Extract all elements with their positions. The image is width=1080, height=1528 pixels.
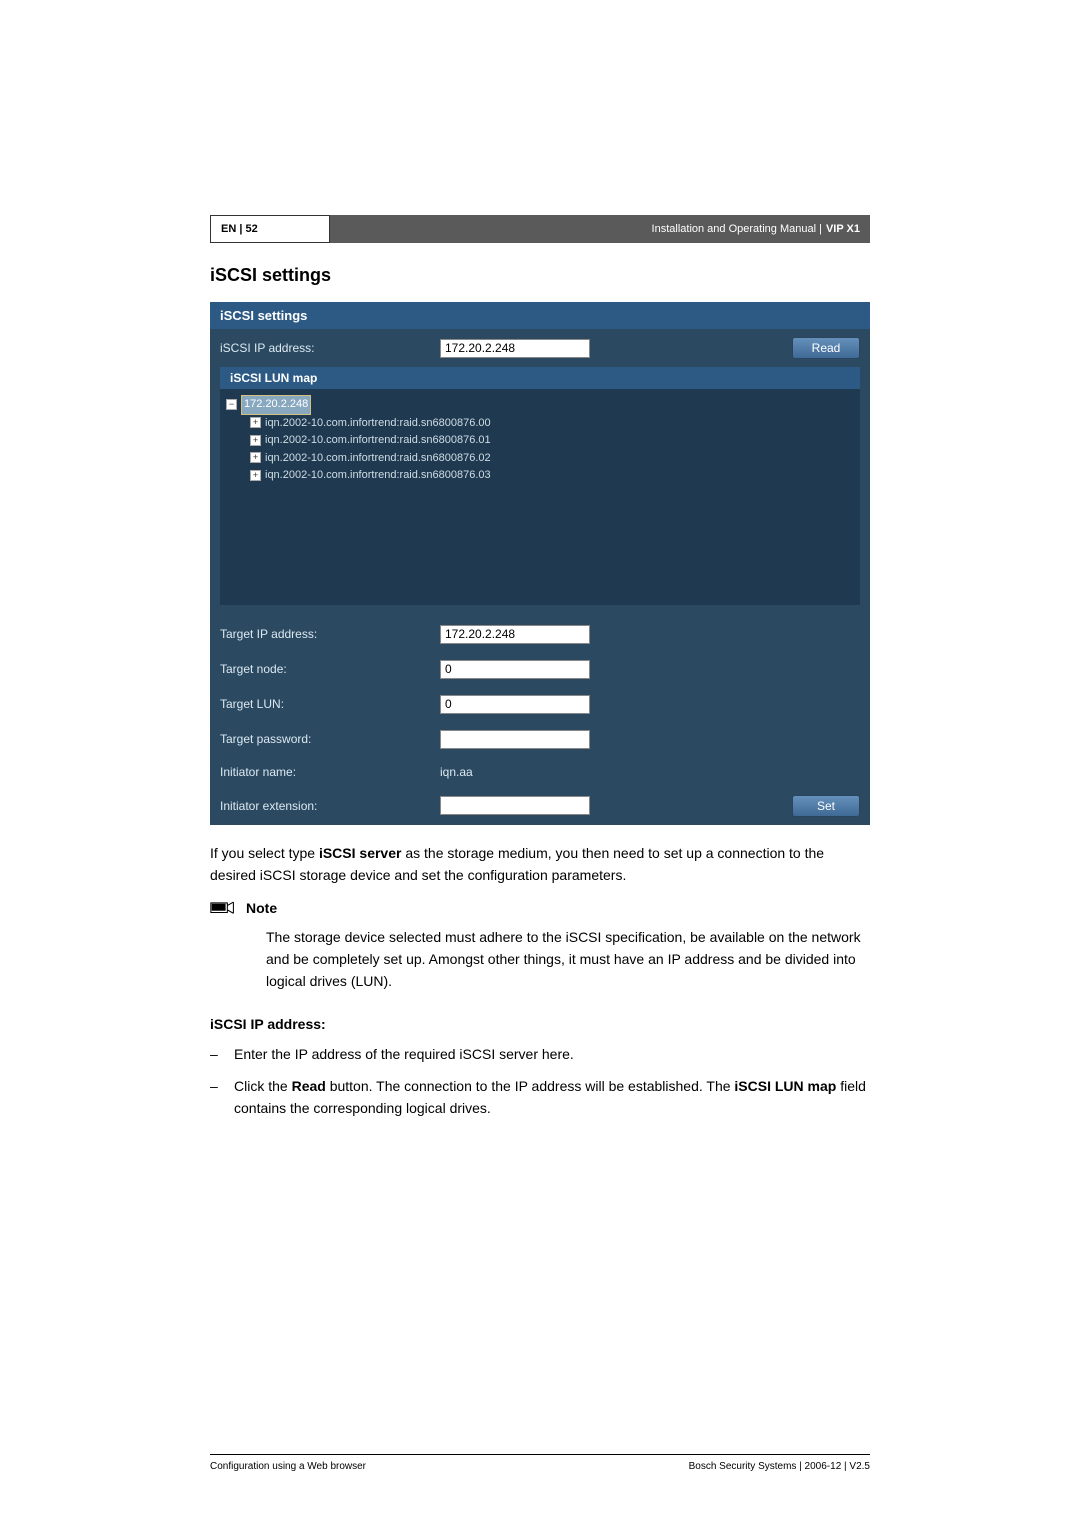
section-heading: iSCSI settings (210, 265, 870, 286)
page-footer: Configuration using a Web browser Bosch … (210, 1454, 870, 1472)
page-number: EN | 52 (210, 215, 330, 243)
tree-child-node[interactable]: + iqn.2002-10.com.infortrend:raid.sn68008… (226, 432, 854, 450)
initiator-name-label: Initiator name: (220, 765, 440, 779)
bullet-bold: iSCSI LUN map (734, 1078, 836, 1094)
target-password-label: Target password: (220, 732, 440, 746)
tree-child-node[interactable]: + iqn.2002-10.com.infortrend:raid.sn68008… (226, 467, 854, 485)
tree-child-node[interactable]: + iqn.2002-10.com.infortrend:raid.sn68008… (226, 415, 854, 433)
target-lun-label: Target LUN: (220, 697, 440, 711)
sub-heading: iSCSI IP address: (210, 1016, 870, 1032)
initiator-ext-row: Initiator extension: Set (210, 787, 870, 825)
tree-child-label: iqn.2002-10.com.infortrend:raid.sn680087… (265, 452, 491, 464)
target-password-input[interactable] (440, 730, 590, 749)
tree-root-label: 172.20.2.248 (241, 395, 311, 415)
read-button[interactable]: Read (792, 337, 860, 359)
bullet-span: button. The connection to the IP address… (326, 1078, 735, 1094)
iscsi-ip-row: iSCSI IP address: Read (210, 329, 870, 367)
target-node-label: Target node: (220, 662, 440, 676)
iscsi-ip-label: iSCSI IP address: (220, 341, 440, 355)
expand-icon[interactable]: + (250, 452, 261, 463)
bullet-text: Enter the IP address of the required iSC… (234, 1044, 870, 1066)
list-item: – Click the Read button. The connection … (210, 1076, 870, 1119)
lun-map-tree[interactable]: −172.20.2.248 + iqn.2002-10.com.infortren… (220, 389, 860, 605)
set-button[interactable]: Set (792, 795, 860, 817)
tree-child-label: iqn.2002-10.com.infortrend:raid.sn680087… (265, 417, 491, 429)
target-ip-label: Target IP address: (220, 627, 440, 641)
target-node-row: Target node: (210, 652, 870, 687)
footer-right: Bosch Security Systems | 2006-12 | V2.5 (689, 1461, 870, 1472)
bullet-bold: Read (292, 1078, 326, 1094)
bullet-dash: – (210, 1076, 234, 1119)
bullet-span: Click the (234, 1078, 292, 1094)
manual-title-bar: Installation and Operating Manual | VIP … (330, 215, 870, 243)
list-item: – Enter the IP address of the required i… (210, 1044, 870, 1066)
target-node-input[interactable] (440, 660, 590, 679)
tree-child-label: iqn.2002-10.com.infortrend:raid.sn680087… (265, 434, 491, 446)
target-lun-input[interactable] (440, 695, 590, 714)
page: EN | 52 Installation and Operating Manua… (0, 0, 1080, 1528)
initiator-name-value: iqn.aa (440, 765, 473, 779)
page-header: EN | 52 Installation and Operating Manua… (210, 215, 870, 243)
bullet-text: Click the Read button. The connection to… (234, 1076, 870, 1119)
manual-title: Installation and Operating Manual | (652, 223, 822, 235)
target-ip-row: Target IP address: (210, 617, 870, 652)
panel-title: iSCSI settings (210, 302, 870, 329)
bullet-dash: – (210, 1044, 234, 1066)
target-lun-row: Target LUN: (210, 687, 870, 722)
note-icon (210, 900, 240, 923)
target-ip-input[interactable] (440, 625, 590, 644)
note-block: Note (210, 900, 870, 923)
para-text: If you select type (210, 845, 319, 861)
iscsi-ip-input[interactable] (440, 339, 590, 358)
para-bold: iSCSI server (319, 845, 402, 861)
expand-icon[interactable]: + (250, 435, 261, 446)
tree-child-label: iqn.2002-10.com.infortrend:raid.sn680087… (265, 469, 491, 481)
bullet-list: – Enter the IP address of the required i… (210, 1044, 870, 1119)
collapse-icon[interactable]: − (226, 399, 237, 410)
initiator-ext-label: Initiator extension: (220, 799, 440, 813)
expand-icon[interactable]: + (250, 417, 261, 428)
tree-child-node[interactable]: + iqn.2002-10.com.infortrend:raid.sn68008… (226, 450, 854, 468)
note-text: The storage device selected must adhere … (266, 927, 866, 992)
expand-icon[interactable]: + (250, 470, 261, 481)
product-name: VIP X1 (826, 223, 860, 235)
initiator-ext-input[interactable] (440, 796, 590, 815)
target-password-row: Target password: (210, 722, 870, 757)
tree-root-node[interactable]: −172.20.2.248 (226, 395, 854, 415)
iscsi-settings-panel: iSCSI settings iSCSI IP address: Read iS… (210, 302, 870, 825)
footer-left: Configuration using a Web browser (210, 1461, 366, 1472)
initiator-name-row: Initiator name: iqn.aa (210, 757, 870, 787)
note-label: Note (246, 900, 277, 916)
intro-paragraph: If you select type iSCSI server as the s… (210, 843, 870, 886)
lun-map-label: iSCSI LUN map (220, 367, 860, 389)
